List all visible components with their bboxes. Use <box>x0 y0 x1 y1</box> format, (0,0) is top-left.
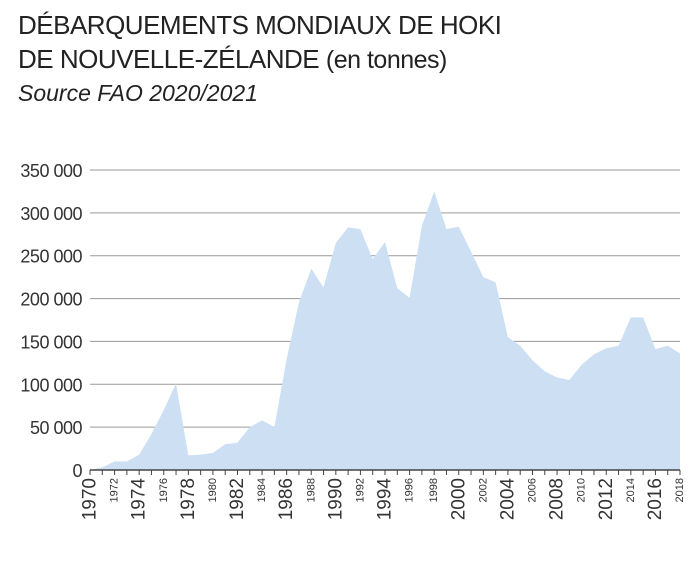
x-tick-label: 1994 <box>375 478 396 521</box>
x-tick-label: 2016 <box>645 478 666 520</box>
x-tick-label: 1982 <box>227 478 248 520</box>
y-tick-label: 250 000 <box>20 247 82 267</box>
x-tick-label: 1996 <box>404 478 416 502</box>
x-tick-label: 2018 <box>674 478 686 502</box>
y-tick-label: 150 000 <box>20 332 82 352</box>
x-tick-label: 1992 <box>354 478 366 502</box>
x-tick-label: 2000 <box>448 478 469 520</box>
x-tick-label: 1980 <box>207 478 219 502</box>
x-tick-label: 1974 <box>129 478 150 521</box>
x-axis-labels: 1970 1972 1974 1976 1978 1980 1982 1984 1986 1988… <box>80 470 686 521</box>
title-line-1: DÉBARQUEMENTS MONDIAUX DE HOKI <box>18 10 502 40</box>
x-tick-label: 2002 <box>477 478 489 502</box>
x-tick-label: 1988 <box>305 478 317 502</box>
title-line-2: DE NOUVELLE-ZÉLANDE (en tonnes) <box>18 42 501 77</box>
x-tick-label: 1972 <box>109 478 121 502</box>
source-note: Source FAO 2020/2021 <box>18 80 258 106</box>
x-tick-label: 1970 <box>80 478 101 520</box>
landings-area <box>90 191 680 470</box>
x-tick-label: 2010 <box>576 478 588 502</box>
x-tick-label: 1978 <box>178 478 199 520</box>
y-axis-labels: 0 50 000 100 000 150 000 200 000 250 000 300 0… <box>20 161 83 481</box>
title-line-2-text: DE NOUVELLE-ZÉLANDE <box>18 44 320 74</box>
x-tick-label: 1976 <box>158 478 170 502</box>
y-tick-label: 50 000 <box>30 418 83 438</box>
x-tick-label: 1998 <box>428 478 440 502</box>
x-tick-label: 1984 <box>256 478 268 502</box>
x-tick-label: 2014 <box>625 478 637 502</box>
x-tick-label: 1990 <box>325 478 346 520</box>
x-tick-label: 2004 <box>497 478 518 521</box>
y-tick-label: 200 000 <box>20 290 82 310</box>
x-tick-label: 1986 <box>276 478 297 520</box>
y-tick-label: 0 <box>72 461 82 481</box>
x-tick-label: 2006 <box>527 478 539 502</box>
x-tick-label: 2008 <box>547 478 568 520</box>
y-tick-label: 350 000 <box>20 161 82 181</box>
y-tick-label: 300 000 <box>20 204 82 224</box>
y-tick-label: 100 000 <box>20 375 82 395</box>
unit-label: (en tonnes) <box>325 46 447 74</box>
chart-title: DÉBARQUEMENTS MONDIAUX DE HOKI DE NOUVEL… <box>18 8 502 77</box>
x-tick-label: 2012 <box>596 478 617 520</box>
